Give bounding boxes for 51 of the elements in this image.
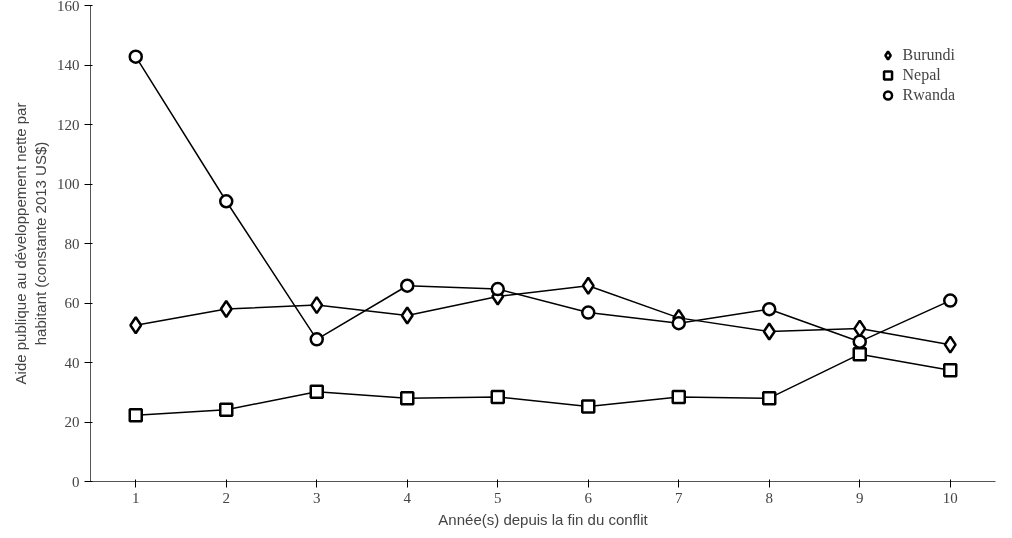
x-tick-label: 2	[222, 489, 230, 506]
point	[219, 299, 233, 319]
point	[943, 335, 957, 354]
point	[219, 402, 234, 418]
point	[490, 281, 505, 297]
point	[310, 295, 324, 315]
x-tick-label: 9	[856, 489, 864, 506]
x-tick-label: 4	[403, 489, 412, 506]
x-tick-label: 7	[675, 489, 683, 506]
point	[852, 334, 867, 349]
point	[671, 389, 686, 405]
point	[400, 306, 414, 325]
x-tick-label: 3	[313, 489, 321, 506]
point	[309, 332, 324, 347]
point	[219, 194, 234, 209]
y-tick-label: 40	[64, 354, 80, 371]
point	[490, 389, 505, 405]
point	[129, 316, 143, 335]
legend-label: Burundi	[902, 46, 955, 64]
point	[400, 278, 415, 293]
point	[943, 362, 958, 378]
point	[581, 305, 596, 320]
y-tick-label: 140	[57, 57, 80, 73]
point	[671, 315, 686, 331]
y-tick-label: 0	[72, 473, 80, 490]
point	[852, 346, 867, 362]
x-tick-label: 8	[765, 489, 773, 506]
y-tick-label: 120	[57, 116, 80, 133]
point	[128, 407, 143, 423]
y-tick-label: 160	[57, 0, 80, 14]
point	[309, 384, 324, 399]
y-tick-label: 20	[64, 414, 80, 430]
point	[943, 293, 958, 308]
point	[581, 276, 595, 295]
y-tick-label: 80	[64, 235, 80, 252]
y-tick-label: 100	[57, 176, 80, 192]
point	[762, 390, 777, 406]
point	[762, 322, 776, 341]
x-tick-label: 6	[584, 489, 593, 506]
legend-label: Rwanda	[902, 86, 955, 104]
point	[762, 302, 777, 317]
x-tick-label: 1	[132, 489, 140, 506]
y-tick-label: 60	[64, 295, 80, 311]
x-tick-label: 5	[494, 489, 502, 506]
y-axis-title: Aide publique au développement nette par habitant (constante 2013 US$)	[11, 102, 49, 385]
point	[581, 399, 596, 414]
legend-label: Nepal	[902, 66, 941, 84]
point	[128, 49, 143, 64]
point	[400, 390, 415, 406]
x-tick-label: 10	[942, 489, 958, 506]
x-axis-title: Année(s) depuis la fin du conflit	[438, 510, 649, 528]
